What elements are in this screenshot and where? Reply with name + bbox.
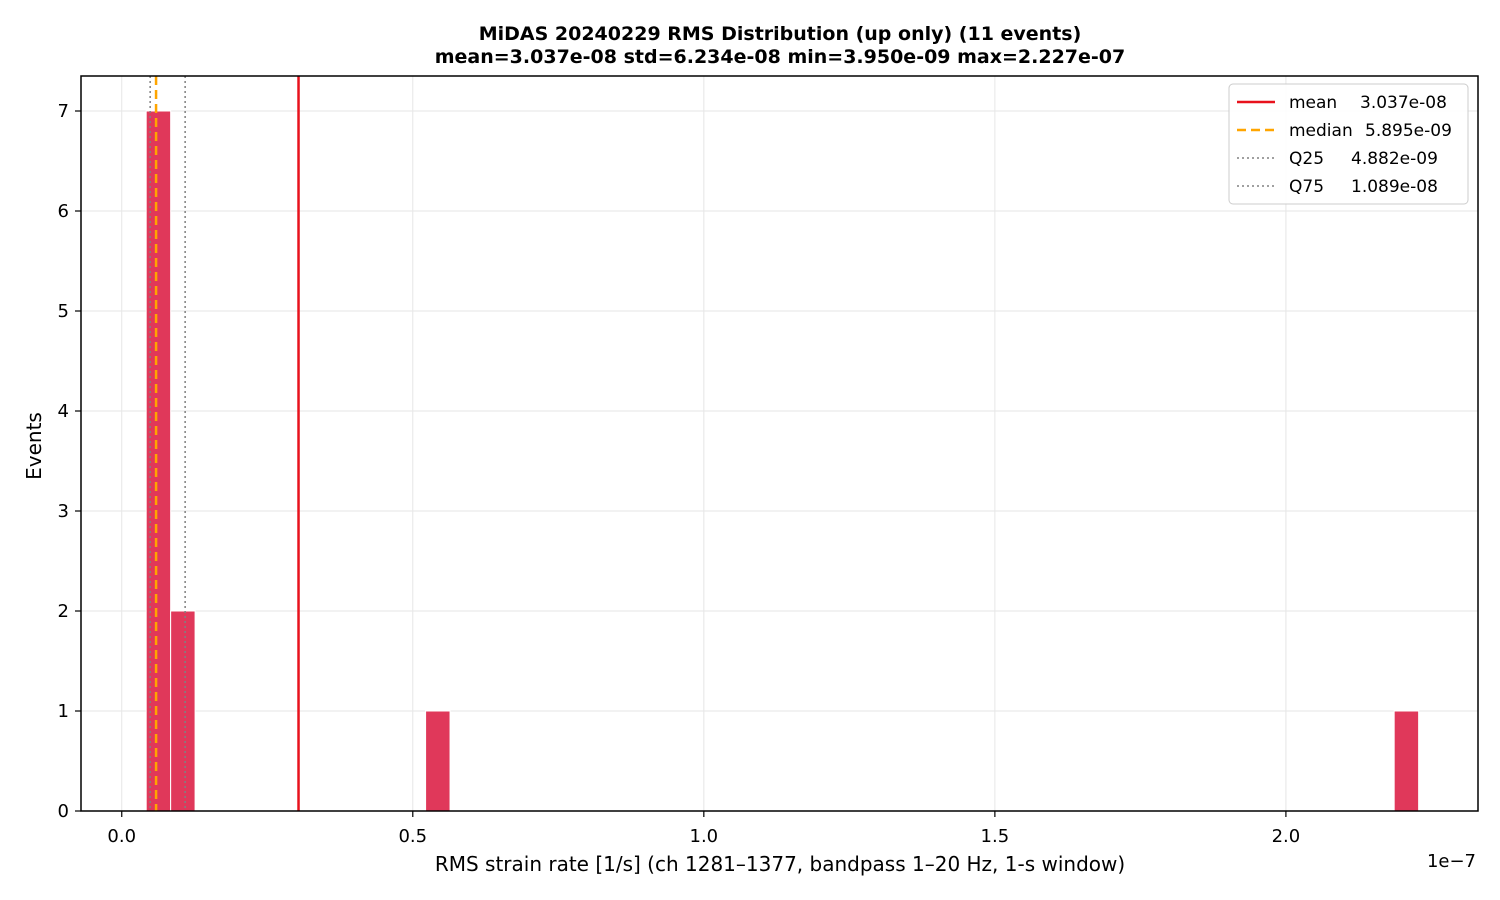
plot-frame (80, 75, 1479, 812)
y-tick-label: 1 (58, 701, 69, 722)
x-axis-scale-label: 1e−7 (1427, 851, 1476, 872)
legend-entry-name: Q75 (1289, 177, 1324, 197)
histogram-bar (425, 710, 451, 812)
x-tick-label: 1.5 (981, 826, 1010, 847)
y-tick-label: 3 (58, 501, 69, 522)
x-axis-ticks: 0.0 0.5 1.0 1.5 2.0 (107, 811, 1300, 847)
y-tick-label: 2 (58, 601, 69, 622)
y-tick-label: 7 (58, 101, 69, 122)
legend-entry-value: 4.882e-09 (1351, 149, 1438, 169)
legend: mean 3.037e-08 median 5.895e-09 Q25 4.882e-09… (1228, 83, 1469, 205)
x-tick-label: 1.0 (690, 826, 719, 847)
histogram-bar (170, 610, 196, 812)
chart-title: MiDAS 20240229 RMS Distribution (up only… (479, 23, 1082, 45)
legend-entry-name: Q25 (1289, 149, 1324, 169)
y-axis-ticks: 0 1 2 3 4 5 6 7 (58, 101, 81, 822)
y-axis-label: Events (22, 412, 46, 480)
legend-entry-value: 5.895e-09 (1365, 121, 1452, 141)
legend-box (1228, 83, 1469, 205)
x-tick-label: 2.0 (1272, 826, 1301, 847)
chart-subtitle: mean=3.037e-08 std=6.234e-08 min=3.950e-… (435, 46, 1126, 68)
legend-entry-name: median (1289, 121, 1353, 141)
legend-entry-name: mean (1289, 93, 1337, 113)
reference-lines (149, 76, 300, 811)
x-axis-label: RMS strain rate [1/s] (ch 1281–1377, ban… (435, 852, 1125, 876)
legend-entry-value: 3.037e-08 (1360, 93, 1447, 113)
y-tick-label: 0 (58, 801, 69, 822)
y-tick-label: 4 (58, 401, 69, 422)
y-tick-label: 6 (58, 201, 69, 222)
x-tick-label: 0.0 (107, 826, 136, 847)
legend-entry-value: 1.089e-08 (1351, 177, 1438, 197)
y-tick-label: 5 (58, 301, 69, 322)
x-tick-label: 0.5 (398, 826, 427, 847)
bars (145, 110, 1420, 812)
histogram-bar (1393, 710, 1420, 812)
